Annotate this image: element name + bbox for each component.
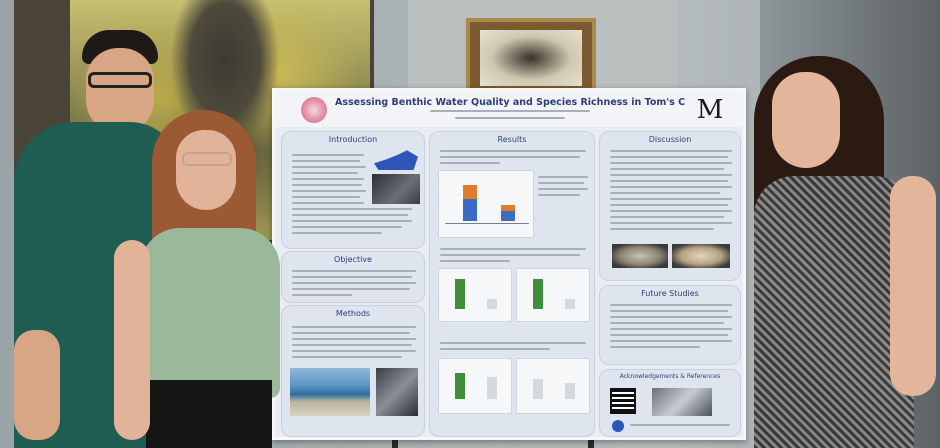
person-middle-top	[140, 228, 280, 398]
framed-picture-image	[480, 30, 582, 86]
chart-4-bar-green	[455, 373, 465, 399]
results-chart-2	[438, 268, 512, 322]
person-middle-skirt	[146, 380, 272, 448]
panel-results: Results	[429, 131, 595, 437]
chart-1-bar-orange	[463, 185, 477, 199]
ack-logo-icon	[612, 420, 624, 432]
framed-picture	[466, 18, 596, 98]
qr-code-icon	[610, 388, 636, 414]
ack-photo	[652, 388, 712, 416]
person-right-arm	[890, 176, 936, 396]
heading-objective: Objective	[334, 255, 372, 264]
chart-1-bar-blue-2	[501, 211, 515, 221]
glasses-icon	[182, 152, 232, 166]
chart-5-bar-grey-b	[565, 383, 575, 399]
person-right-woman	[740, 56, 940, 448]
panel-methods: Methods	[281, 305, 425, 437]
person-right-face	[772, 72, 840, 168]
person-middle-woman	[110, 110, 280, 448]
person-middle-arm	[114, 240, 150, 440]
easel-leg-left	[392, 436, 398, 448]
intro-photo	[372, 174, 420, 204]
person-middle-face	[176, 130, 236, 210]
discussion-photo-shell-2	[672, 244, 730, 268]
research-poster: Assessing Benthic Water Quality and Spec…	[272, 88, 746, 440]
results-chart-5	[516, 358, 590, 414]
results-chart-1	[438, 170, 534, 238]
university-logo-icon: M	[696, 95, 724, 125]
university-seal-icon	[301, 97, 327, 123]
chart-3-bar-green	[533, 279, 543, 309]
chart-4-bar-grey	[487, 377, 497, 399]
chart-1-bar-orange-2	[501, 205, 515, 211]
chart-3-bar-grey	[565, 299, 575, 309]
chart-2-bar-grey	[487, 299, 497, 309]
heading-introduction: Introduction	[328, 135, 378, 144]
poster-header: Assessing Benthic Water Quality and Spec…	[275, 91, 743, 127]
heading-methods: Methods	[335, 309, 371, 318]
heading-acknowledgements: Acknowledgements & References	[619, 373, 721, 380]
methods-photo-beach	[290, 368, 370, 416]
panel-objective: Objective	[281, 251, 425, 303]
panel-introduction: Introduction	[281, 131, 425, 249]
heading-discussion: Discussion	[648, 135, 692, 144]
poster-affiliation	[335, 117, 685, 122]
panel-discussion: Discussion	[599, 131, 741, 281]
poster-title: Assessing Benthic Water Quality and Spec…	[335, 97, 685, 108]
virginia-map-icon	[374, 150, 418, 170]
chart-2-bar-green	[455, 279, 465, 309]
results-chart-4	[438, 358, 512, 414]
person-left-arm	[14, 330, 60, 440]
chart-1-bar-blue	[463, 199, 477, 221]
heading-results: Results	[497, 135, 527, 144]
panel-acknowledgements: Acknowledgements & References	[599, 369, 741, 437]
heading-future-studies: Future Studies	[641, 289, 699, 298]
person-left-face	[86, 48, 154, 134]
methods-photo-sample	[376, 368, 418, 416]
discussion-photo-shell-1	[612, 244, 668, 268]
panel-future-studies: Future Studies	[599, 285, 741, 365]
easel-leg-right	[588, 436, 594, 448]
person-right-dress	[754, 176, 914, 448]
poster-authors	[335, 110, 685, 115]
results-chart-3	[516, 268, 590, 322]
glasses-icon	[88, 72, 152, 88]
chart-5-bar-grey-a	[533, 379, 543, 399]
